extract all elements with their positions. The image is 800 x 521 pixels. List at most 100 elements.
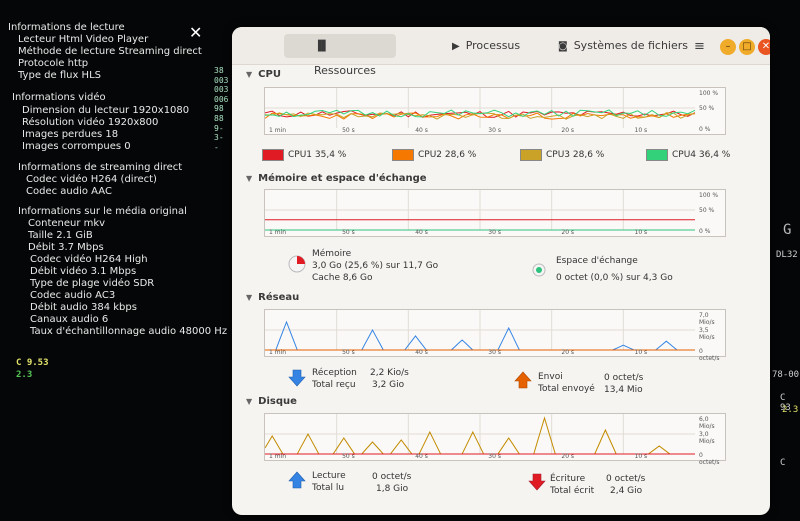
total-written-label: Total écrit bbox=[550, 486, 595, 496]
network-section-header[interactable]: ▼ Réseau bbox=[246, 292, 299, 303]
media-info-line: Protocole http bbox=[18, 58, 89, 69]
total-read-value: 1,8 Gio bbox=[376, 484, 409, 494]
write-value: 0 octet/s bbox=[606, 474, 646, 484]
tab-filesystems[interactable]: ◙ Systèmes de fichiers bbox=[558, 34, 698, 58]
x-tick-label: 10 s bbox=[634, 349, 648, 356]
x-tick-label: 30 s bbox=[488, 453, 501, 460]
disk-graph-canvas bbox=[265, 414, 695, 455]
y-axis-label: 100 % bbox=[699, 90, 719, 97]
cpu4-color-swatch[interactable] bbox=[646, 149, 668, 161]
resources-icon: ▐▌ bbox=[314, 41, 330, 52]
chevron-down-icon: ▼ bbox=[246, 174, 253, 183]
overlay-number: 003 bbox=[214, 75, 229, 85]
chevron-down-icon: ▼ bbox=[246, 397, 253, 406]
read-value: 0 octet/s bbox=[372, 472, 412, 482]
overlay-number: 9- bbox=[214, 123, 224, 133]
read-arrow-icon bbox=[288, 471, 306, 489]
y-axis-label: 0 octet/s bbox=[699, 348, 720, 362]
overlay-number: 006 bbox=[214, 94, 229, 104]
filesystem-icon: ◙ bbox=[558, 41, 568, 52]
process-icon: ▶ bbox=[452, 41, 460, 52]
cpu3-color-swatch[interactable] bbox=[520, 149, 542, 161]
y-axis-label: 50 % bbox=[699, 207, 715, 214]
x-tick-label: 1 min bbox=[269, 453, 287, 460]
cpu3-legend: CPU3 28,6 % bbox=[546, 150, 605, 160]
memory-title: Mémoire et espace d'échange bbox=[258, 173, 427, 184]
cpu4-legend: CPU4 36,4 % bbox=[672, 150, 731, 160]
media-info-line: Informations de lecture bbox=[8, 22, 125, 33]
edge-letter-g: G bbox=[783, 222, 792, 238]
upload-arrow-icon bbox=[514, 371, 532, 389]
network-graph: 1 min 50 s 40 s 30 s 20 s 10 s 7,0 Mio/s 3,5 Mi… bbox=[264, 309, 726, 362]
tab-ressources[interactable]: ▐▌ Ressources bbox=[284, 34, 396, 77]
total-sent-label: Total envoyé bbox=[538, 384, 595, 394]
overlay-number: - bbox=[214, 142, 219, 152]
x-tick-label: 1 min bbox=[269, 127, 287, 134]
x-tick-label: 40 s bbox=[415, 229, 428, 236]
memory-cache: Cache 8,6 Go bbox=[312, 273, 373, 283]
maximize-button[interactable]: □ bbox=[739, 39, 755, 55]
media-info-line: Codec vidéo H264 High bbox=[30, 254, 148, 265]
x-tick-label: 50 s bbox=[342, 349, 355, 356]
media-info-line: Lecteur Html Video Player bbox=[18, 34, 149, 45]
x-tick-label: 1 min bbox=[269, 349, 287, 356]
x-tick-label: 20 s bbox=[561, 127, 575, 134]
x-tick-label: 30 s bbox=[488, 229, 501, 236]
edge-value-23: 2.3 bbox=[782, 405, 799, 415]
total-read-label: Total lu bbox=[312, 483, 345, 493]
tab-processus[interactable]: ▶ Processus bbox=[452, 34, 552, 58]
edge-value-78: 78-00 bbox=[772, 370, 800, 380]
overlay-close-button[interactable]: ✕ bbox=[189, 23, 203, 42]
y-axis-label: 50 % bbox=[699, 105, 715, 112]
cpu-graph-canvas bbox=[265, 88, 696, 128]
media-info-line: Codec audio AAC bbox=[26, 186, 112, 197]
media-info-line: Type de plage vidéo SDR bbox=[30, 278, 155, 289]
overlay-number-column: 38 003 003 006 98 88 9- 3- - bbox=[214, 66, 232, 152]
media-info-overlay: Informations de lecture Lecteur Html Vide… bbox=[0, 0, 230, 521]
media-info-line: Taux d'échantillonnage audio 48000 Hz bbox=[30, 326, 228, 337]
overlay-number: 38 bbox=[214, 66, 224, 75]
write-arrow-icon bbox=[528, 473, 546, 491]
swap-pie-icon[interactable] bbox=[532, 263, 546, 277]
cpu-section-header[interactable]: ▼ CPU bbox=[246, 69, 281, 80]
swap-label: Espace d'échange bbox=[556, 256, 638, 266]
media-info-line: Images perdues 18 bbox=[22, 129, 119, 140]
x-tick-label: 40 s bbox=[415, 453, 428, 460]
header-bar: ▐▌ Ressources ▶ Processus ◙ Systèmes de fic… bbox=[232, 27, 770, 77]
reception-label: Réception bbox=[312, 368, 357, 378]
cpu2-color-swatch[interactable] bbox=[392, 149, 414, 161]
media-info-line: Conteneur mkv bbox=[28, 218, 106, 229]
memory-label: Mémoire bbox=[312, 249, 352, 259]
x-tick-label: 50 s bbox=[342, 453, 355, 460]
media-info-line: Informations de streaming direct bbox=[18, 162, 183, 173]
cpu1-line bbox=[265, 110, 696, 118]
overlay-number: 88 bbox=[214, 113, 224, 123]
overlay-number: 003 bbox=[214, 85, 229, 95]
cpu1-color-swatch[interactable] bbox=[262, 149, 284, 161]
edge-letter-c: C bbox=[780, 458, 786, 468]
minimize-button[interactable]: – bbox=[720, 39, 736, 55]
y-axis-label: 0 % bbox=[699, 126, 711, 133]
cpu-graph: 1 min 50 s 40 s 30 s 20 s 10 s 100 % 50 % 0 % bbox=[264, 87, 726, 135]
disk-section-header[interactable]: ▼ Disque bbox=[246, 396, 297, 407]
media-info-line: Codec vidéo H264 (direct) bbox=[26, 174, 157, 185]
media-info-line: Type de flux HLS bbox=[18, 70, 101, 81]
memory-pie-icon[interactable] bbox=[288, 255, 306, 273]
media-info-line: Méthode de lecture Streaming direct bbox=[18, 46, 202, 57]
media-info-line: Débit vidéo 3.1 Mbps bbox=[30, 266, 137, 277]
close-button[interactable]: ✕ bbox=[758, 39, 770, 55]
hamburger-menu-icon[interactable]: ≡ bbox=[694, 39, 705, 54]
memory-value: 3,0 Go (25,6 %) sur 11,7 Go bbox=[312, 261, 439, 271]
memory-section-header[interactable]: ▼ Mémoire et espace d'échange bbox=[246, 173, 427, 184]
media-info-line: Résolution vidéo 1920x800 bbox=[22, 117, 159, 128]
x-tick-label: 40 s bbox=[415, 349, 428, 356]
send-label: Envoi bbox=[538, 372, 563, 382]
cpu4-line bbox=[265, 109, 696, 118]
media-info-line: Informations sur le média original bbox=[18, 206, 187, 217]
media-info-line: Canaux audio 6 bbox=[30, 314, 109, 325]
chevron-down-icon: ▼ bbox=[246, 293, 253, 302]
x-tick-label: 30 s bbox=[488, 349, 501, 356]
media-info-line: Codec audio AC3 bbox=[30, 290, 116, 301]
media-info-line: Débit audio 384 kbps bbox=[30, 302, 137, 313]
memory-graph: 1 min 50 s 40 s 30 s 20 s 10 s 100 % 50 % 0 % bbox=[264, 189, 726, 237]
